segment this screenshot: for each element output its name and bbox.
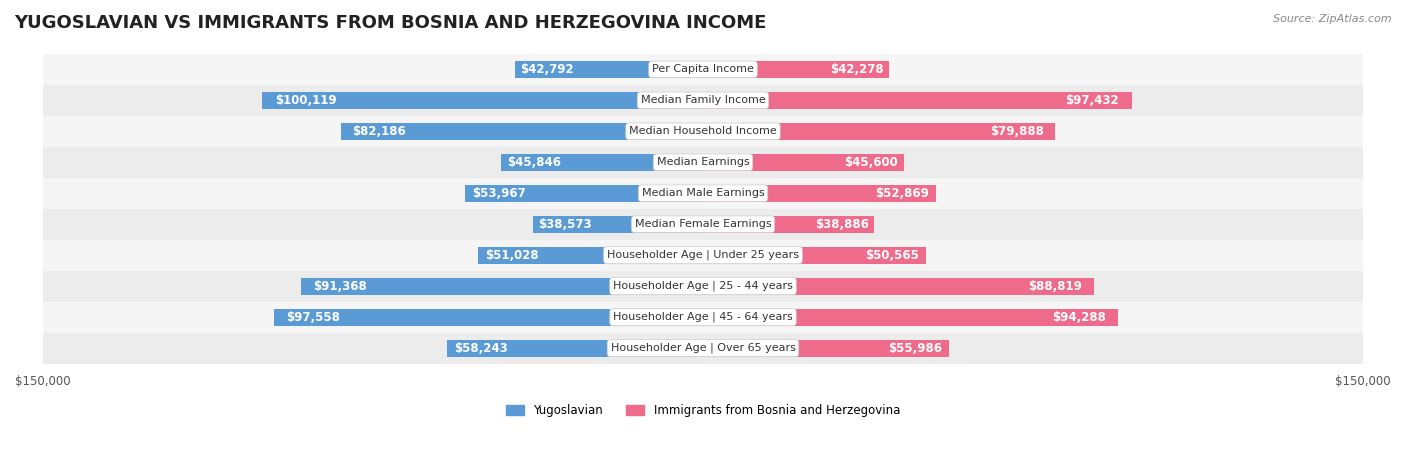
Bar xyxy=(478,247,703,264)
Text: Median Family Income: Median Family Income xyxy=(641,95,765,106)
Legend: Yugoslavian, Immigrants from Bosnia and Herzegovina: Yugoslavian, Immigrants from Bosnia and … xyxy=(502,399,904,422)
Bar xyxy=(42,240,1364,271)
Bar xyxy=(703,309,1118,325)
Bar xyxy=(447,340,703,357)
Bar xyxy=(501,154,703,171)
Text: $79,888: $79,888 xyxy=(990,125,1045,138)
Bar xyxy=(274,309,703,325)
Text: $55,986: $55,986 xyxy=(889,342,942,354)
Text: $45,600: $45,600 xyxy=(844,156,897,169)
Bar xyxy=(515,61,703,78)
Bar xyxy=(703,185,935,202)
Bar xyxy=(703,247,925,264)
Bar xyxy=(42,333,1364,364)
Bar xyxy=(703,92,1132,109)
Text: $94,288: $94,288 xyxy=(1052,311,1105,324)
Bar xyxy=(703,216,875,233)
Bar xyxy=(703,61,889,78)
Bar xyxy=(42,54,1364,85)
Text: $97,558: $97,558 xyxy=(287,311,340,324)
Text: Median Household Income: Median Household Income xyxy=(628,126,778,136)
Text: Householder Age | 25 - 44 years: Householder Age | 25 - 44 years xyxy=(613,281,793,291)
Text: $53,967: $53,967 xyxy=(472,187,526,200)
Text: Householder Age | Under 25 years: Householder Age | Under 25 years xyxy=(607,250,799,261)
Text: $82,186: $82,186 xyxy=(352,125,406,138)
Bar xyxy=(42,271,1364,302)
Bar xyxy=(42,147,1364,178)
Text: $97,432: $97,432 xyxy=(1066,94,1119,107)
Bar xyxy=(301,278,703,295)
Text: $38,886: $38,886 xyxy=(815,218,869,231)
Bar xyxy=(703,123,1054,140)
Text: $45,846: $45,846 xyxy=(508,156,561,169)
Text: Householder Age | 45 - 64 years: Householder Age | 45 - 64 years xyxy=(613,312,793,322)
Text: Median Earnings: Median Earnings xyxy=(657,157,749,167)
Text: $100,119: $100,119 xyxy=(276,94,337,107)
Bar xyxy=(703,154,904,171)
Text: $42,792: $42,792 xyxy=(520,63,574,76)
Bar xyxy=(42,85,1364,116)
Text: $91,368: $91,368 xyxy=(314,280,367,293)
Bar xyxy=(42,302,1364,333)
Bar xyxy=(533,216,703,233)
Bar xyxy=(703,340,949,357)
Text: $50,565: $50,565 xyxy=(865,249,920,262)
Text: Per Capita Income: Per Capita Income xyxy=(652,64,754,74)
Text: $52,869: $52,869 xyxy=(875,187,929,200)
Bar xyxy=(465,185,703,202)
Text: $58,243: $58,243 xyxy=(454,342,508,354)
Text: Source: ZipAtlas.com: Source: ZipAtlas.com xyxy=(1274,14,1392,24)
Bar xyxy=(263,92,703,109)
Bar xyxy=(342,123,703,140)
Bar xyxy=(703,278,1094,295)
Bar xyxy=(42,116,1364,147)
Text: $42,278: $42,278 xyxy=(830,63,883,76)
Text: Median Male Earnings: Median Male Earnings xyxy=(641,188,765,198)
Text: $38,573: $38,573 xyxy=(538,218,592,231)
Bar xyxy=(42,209,1364,240)
Text: $51,028: $51,028 xyxy=(485,249,538,262)
Text: Householder Age | Over 65 years: Householder Age | Over 65 years xyxy=(610,343,796,354)
Text: Median Female Earnings: Median Female Earnings xyxy=(634,219,772,229)
Text: $88,819: $88,819 xyxy=(1028,280,1083,293)
Text: YUGOSLAVIAN VS IMMIGRANTS FROM BOSNIA AND HERZEGOVINA INCOME: YUGOSLAVIAN VS IMMIGRANTS FROM BOSNIA AN… xyxy=(14,14,766,32)
Bar xyxy=(42,178,1364,209)
